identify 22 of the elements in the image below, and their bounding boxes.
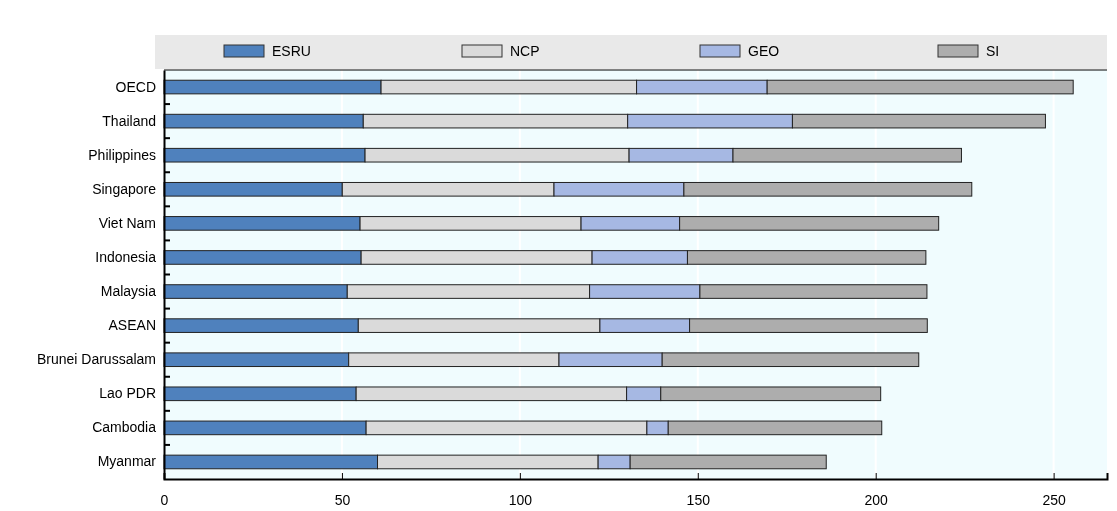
x-tick-label: 50 (334, 491, 351, 508)
y-tick-label: Philippines (88, 146, 156, 163)
y-tick-label: Viet Nam (98, 214, 156, 231)
y-tick-label: Brunei Darussalam (36, 351, 156, 368)
y-tick-label: Myanmar (97, 453, 157, 470)
x-tick-label: 100 (508, 491, 533, 508)
x-tick-label: 200 (864, 491, 889, 508)
x-tick-label: 150 (686, 491, 711, 508)
legend-label: NCP (510, 43, 540, 59)
legend-label: GEO (748, 43, 780, 59)
y-tick-label: ASEAN (108, 317, 156, 334)
y-tick-label: Thailand (102, 112, 156, 129)
legend-label: ESRU (272, 43, 311, 59)
y-tick-label: OECD (115, 78, 156, 95)
y-tick-label: Lao PDR (99, 385, 156, 402)
y-tick-label: Indonesia (95, 248, 157, 265)
x-tick-label: 250 (1042, 491, 1067, 508)
x-tick-label: 0 (160, 491, 169, 508)
y-tick-label: Malaysia (100, 283, 157, 300)
y-tick-label: Singapore (92, 180, 157, 197)
legend-label: SI (986, 43, 1000, 59)
y-tick-label: Cambodia (92, 419, 157, 436)
